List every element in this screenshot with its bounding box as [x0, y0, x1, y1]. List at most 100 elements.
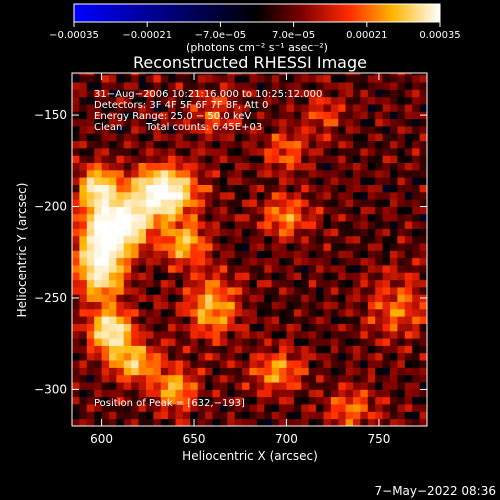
heatmap-cell — [367, 82, 376, 90]
heatmap-cell — [382, 418, 391, 426]
heatmap-cell — [308, 213, 317, 222]
heatmap-cell — [279, 133, 287, 142]
heatmap-cell — [382, 228, 391, 237]
heatmap-cell — [286, 199, 295, 207]
heatmap-cell — [323, 162, 332, 171]
heatmap-cell — [301, 221, 310, 229]
heatmap-cell — [301, 411, 310, 420]
heatmap-cell — [375, 82, 383, 90]
heatmap-cell — [249, 308, 258, 317]
heatmap-cell — [345, 316, 354, 324]
heatmap-cell — [131, 96, 139, 105]
heatmap-cell — [168, 140, 176, 149]
heatmap-cell — [256, 111, 265, 120]
heatmap-cell — [138, 382, 147, 390]
heatmap-cell — [316, 155, 324, 163]
heatmap-cell — [190, 316, 199, 324]
heatmap-cell — [286, 411, 295, 420]
heatmap-cell — [301, 206, 310, 215]
heatmap-cell — [116, 323, 125, 332]
heatmap-cell — [256, 250, 265, 259]
heatmap-cell — [72, 206, 80, 215]
heatmap-cell — [301, 140, 310, 149]
heatmap-cell — [123, 111, 132, 120]
heatmap-cell — [308, 191, 317, 200]
heatmap-cell — [109, 308, 117, 317]
heatmap-cell — [264, 111, 273, 120]
heatmap-cell — [175, 96, 184, 105]
heatmap-cell — [131, 396, 139, 405]
heatmap-cell — [101, 126, 110, 134]
heatmap-cell — [286, 82, 295, 90]
heatmap-cell — [345, 389, 354, 398]
heatmap-cell — [412, 272, 420, 281]
heatmap-cell — [271, 228, 280, 237]
heatmap-cell — [86, 367, 95, 376]
heatmap-cell — [205, 104, 213, 112]
heatmap-cell — [197, 133, 206, 142]
heatmap-cell — [397, 162, 406, 171]
heatmap-cell — [79, 148, 88, 156]
heatmap-cell — [175, 199, 184, 207]
heatmap-cell — [338, 228, 347, 237]
heatmap-cell — [153, 294, 162, 302]
heatmap-cell — [367, 169, 376, 178]
heatmap-cell — [242, 155, 250, 163]
heatmap-cell — [72, 345, 80, 354]
heatmap-cell — [182, 221, 191, 229]
heatmap-cell — [308, 243, 317, 251]
heatmap-cell — [256, 74, 265, 83]
heatmap-cell — [404, 235, 413, 244]
heatmap-cell — [175, 404, 184, 412]
heatmap-cell — [212, 111, 221, 120]
heatmap-cell — [197, 89, 206, 98]
heatmap-cell — [345, 404, 354, 412]
heatmap-cell — [301, 294, 310, 302]
heatmap-cell — [79, 360, 88, 368]
heatmap-cell — [419, 162, 427, 171]
heatmap-cell — [175, 243, 184, 251]
heatmap-cell — [182, 367, 191, 376]
heatmap-cell — [101, 73, 110, 76]
heatmap-cell — [390, 73, 398, 76]
heatmap-cell — [279, 104, 287, 112]
heatmap-cell — [234, 411, 243, 420]
heatmap-cell — [94, 389, 102, 398]
heatmap-cell — [190, 162, 199, 171]
heatmap-cell — [286, 257, 295, 266]
heatmap-cell — [279, 213, 287, 222]
heatmap-cell — [412, 404, 420, 412]
heatmap-cell — [182, 404, 191, 412]
heatmap-cell — [227, 126, 236, 134]
heatmap-cell — [264, 155, 273, 163]
heatmap-cell — [249, 191, 258, 200]
heatmap-cell — [160, 191, 169, 200]
heatmap-cell — [94, 301, 102, 310]
heatmap-cell — [219, 389, 228, 398]
heatmap-cell — [264, 243, 273, 251]
heatmap-cell — [109, 213, 117, 222]
heatmap-cell — [79, 104, 88, 112]
heatmap-cell — [146, 206, 154, 215]
heatmap-cell — [86, 294, 95, 302]
heatmap-cell — [286, 352, 295, 361]
colorbar-units: (photons cm⁻² s⁻¹ asec⁻²) — [186, 41, 328, 54]
heatmap-cell — [279, 330, 287, 339]
heatmap-cell — [86, 82, 95, 90]
heatmap-cell — [234, 133, 243, 142]
heatmap-cell — [227, 191, 236, 200]
heatmap-cell — [131, 265, 139, 273]
heatmap-cell — [116, 272, 125, 281]
heatmap-cell — [234, 140, 243, 149]
heatmap-cell — [219, 404, 228, 412]
heatmap-cell — [419, 104, 427, 112]
heatmap-cell — [109, 316, 117, 324]
heatmap-cell — [72, 323, 80, 332]
heatmap-cell — [316, 148, 324, 156]
heatmap-cell — [131, 118, 139, 127]
heatmap-cell — [123, 118, 132, 127]
heatmap-cell — [286, 265, 295, 273]
heatmap-cell — [94, 287, 102, 295]
heatmap-cell — [205, 243, 213, 251]
heatmap-cell — [175, 418, 184, 426]
